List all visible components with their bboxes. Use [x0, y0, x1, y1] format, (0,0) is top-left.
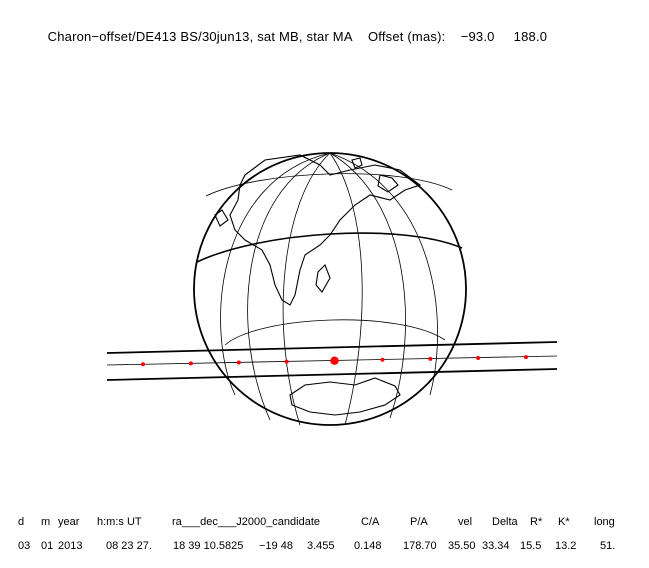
- column-header: m: [41, 516, 51, 528]
- plot-title: Charon−offset/DE413 BS/30jun13, sat MB, …: [40, 14, 547, 44]
- time-marker-dot: [188, 361, 193, 366]
- column-header: year: [58, 516, 80, 528]
- shadow-limit-north: [106, 341, 558, 354]
- shadow-track: [106, 341, 558, 381]
- column-value: 3.455: [307, 540, 335, 552]
- time-marker-dot: [284, 359, 289, 364]
- column-value: 08 23 27.: [106, 540, 152, 552]
- column-value: 15.5: [520, 540, 542, 552]
- column-header: K*: [558, 516, 570, 528]
- time-marker-dots: [141, 355, 528, 367]
- globe-limb: [193, 152, 467, 426]
- offset-x-value: −93.0: [460, 29, 495, 44]
- column-header: C/A: [361, 516, 380, 528]
- column-value: 35.50: [448, 540, 476, 552]
- column-header: R*: [530, 516, 543, 528]
- column-header: ra___dec___J2000_candidate: [172, 516, 321, 528]
- time-marker-dot: [380, 357, 385, 362]
- column-header: long: [594, 516, 615, 528]
- time-marker-dot: [524, 355, 528, 360]
- time-marker-dot: [428, 356, 433, 361]
- column-value: 01: [41, 540, 54, 552]
- column-header: P/A: [410, 516, 428, 528]
- time-marker-dot: [141, 362, 145, 367]
- column-value: 03: [18, 540, 31, 552]
- column-value: 0.148: [354, 540, 382, 552]
- time-marker-dot: [476, 356, 481, 360]
- time-marker-dot: [236, 360, 241, 365]
- offset-y-value: 188.0: [513, 29, 548, 44]
- column-value: 13.2: [555, 540, 577, 552]
- offset-label: Offset (mas):: [367, 29, 446, 44]
- parallels: [196, 173, 463, 346]
- shadow-limit-south: [106, 368, 558, 381]
- column-value: 51.: [600, 540, 616, 552]
- column-header: Delta: [492, 516, 518, 528]
- column-header: h:m:s UT: [97, 516, 142, 528]
- column-value: 178.70: [403, 540, 437, 552]
- globe: [193, 152, 467, 426]
- column-value: −19 48: [259, 540, 293, 552]
- closest-approach-dot: [330, 356, 339, 365]
- meridians: [220, 152, 438, 426]
- column-header: vel: [458, 516, 473, 528]
- column-value: 2013: [58, 540, 83, 552]
- column-value: 18 39 10.5825: [173, 540, 244, 552]
- event-label: Charon−offset/DE413 BS/30jun13, sat MB, …: [47, 29, 353, 44]
- continent-outlines: [214, 154, 422, 416]
- column-header: d: [18, 516, 25, 528]
- column-value: 33.34: [482, 540, 510, 552]
